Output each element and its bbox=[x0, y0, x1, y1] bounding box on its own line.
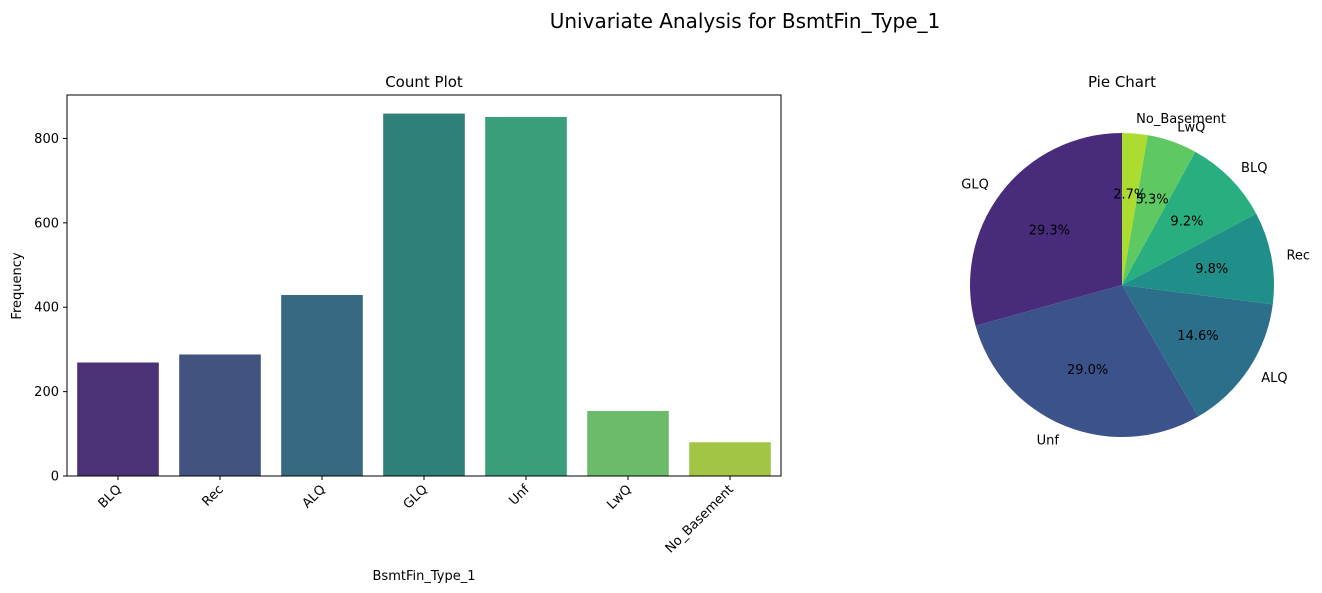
x-tick-label: BLQ bbox=[96, 482, 125, 511]
pie-chart: Pie Chart GLQ 29.3% Unf 29.0% ALQ 14.6% Rec 9.8… bbox=[961, 73, 1310, 448]
pie-label: Unf bbox=[1037, 433, 1060, 448]
y-tick-label: 400 bbox=[34, 301, 59, 316]
pie-slice-no_basement bbox=[1122, 133, 1148, 285]
pie-pct-label: 2.7% bbox=[1113, 188, 1146, 203]
bar-blq bbox=[77, 362, 159, 476]
x-tick-label: GLQ bbox=[401, 482, 431, 512]
pie-slice-lwq bbox=[1122, 135, 1196, 285]
pie-slice-glq bbox=[970, 133, 1122, 326]
pie-label: No_Basement bbox=[1136, 112, 1226, 127]
bar-glq bbox=[383, 113, 465, 476]
pie-pct-label: 29.3% bbox=[1029, 223, 1070, 238]
pie-wedges bbox=[970, 133, 1275, 438]
pie-label: GLQ bbox=[961, 177, 989, 192]
pie-slice-unf bbox=[975, 285, 1199, 438]
bars bbox=[77, 113, 771, 477]
pie-label: ALQ bbox=[1261, 371, 1287, 386]
count-plot-title: Count Plot bbox=[385, 73, 463, 91]
y-tick-label: 0 bbox=[51, 470, 59, 485]
pie-slice-rec bbox=[1122, 213, 1275, 305]
bar-alq bbox=[281, 294, 363, 476]
pie-label: LwQ bbox=[1177, 121, 1205, 136]
bar-lwq bbox=[587, 411, 669, 476]
pie-pct-label: 9.2% bbox=[1170, 214, 1203, 229]
count-plot: Count Plot 0 200 400 600 800 BLQ Rec ALQ GLQ Unf… bbox=[10, 73, 782, 584]
y-tick-label: 200 bbox=[34, 385, 59, 400]
pie-slice-alq bbox=[1122, 285, 1273, 417]
y-axis-label: Frequency bbox=[10, 252, 25, 319]
x-tick-label: No_Basement bbox=[663, 482, 737, 556]
pie-label: BLQ bbox=[1241, 161, 1267, 176]
figure-title: Univariate Analysis for BsmtFin_Type_1 bbox=[550, 9, 941, 33]
y-tick-label: 600 bbox=[34, 216, 59, 231]
pie-labels: GLQ 29.3% Unf 29.0% ALQ 14.6% Rec 9.8% BLQ 9.2% Lw… bbox=[961, 112, 1310, 448]
x-axis-ticks: BLQ Rec ALQ GLQ Unf LwQ No_Basement bbox=[96, 476, 737, 556]
pie-slice-blq bbox=[1122, 151, 1257, 285]
pie-pct-label: 5.3% bbox=[1136, 192, 1169, 207]
y-axis-ticks: 0 200 400 600 800 bbox=[34, 132, 67, 485]
x-tick-label: Rec bbox=[200, 482, 227, 509]
bar-unf bbox=[485, 116, 567, 477]
pie-chart-title: Pie Chart bbox=[1088, 73, 1156, 91]
bar-rec bbox=[179, 354, 261, 476]
x-tick-label: ALQ bbox=[300, 482, 329, 511]
plot-frame bbox=[66, 94, 782, 477]
y-tick-label: 800 bbox=[34, 132, 59, 147]
x-tick-label: LwQ bbox=[604, 482, 634, 512]
x-axis-label: BsmtFin_Type_1 bbox=[373, 569, 476, 584]
pie-label: Rec bbox=[1286, 248, 1310, 263]
pie-pct-label: 9.8% bbox=[1195, 262, 1228, 277]
pie-pct-label: 14.6% bbox=[1177, 329, 1218, 344]
bar-no_basement bbox=[689, 442, 771, 476]
pie-pct-label: 29.0% bbox=[1067, 363, 1108, 378]
x-tick-label: Unf bbox=[506, 482, 533, 509]
